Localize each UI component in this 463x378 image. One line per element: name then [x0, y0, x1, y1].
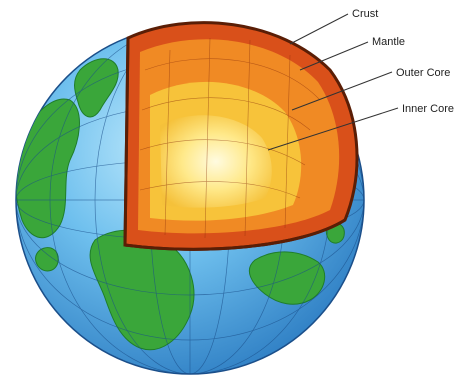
- section-outline: [123, 37, 346, 251]
- outer-core-label: Outer Core: [396, 67, 450, 79]
- mantle-label: Mantle: [372, 36, 405, 48]
- land-southeast: [248, 251, 326, 305]
- inner-core-layer: [160, 115, 272, 208]
- mantle-leader: [299, 41, 369, 71]
- land-north: [74, 58, 119, 118]
- outer-core-leader: [291, 71, 393, 111]
- crust-label: Crust: [352, 8, 378, 20]
- leader-lines: [267, 13, 399, 151]
- cutaway-section: [123, 21, 359, 251]
- section-texture: [139, 37, 321, 239]
- inner-core-label: Inner Core: [402, 103, 454, 115]
- crust-leader: [289, 13, 349, 45]
- land-west: [16, 98, 80, 238]
- inner-core-leader: [267, 107, 399, 151]
- land-masses: [16, 58, 345, 351]
- land-small-1: [35, 247, 59, 272]
